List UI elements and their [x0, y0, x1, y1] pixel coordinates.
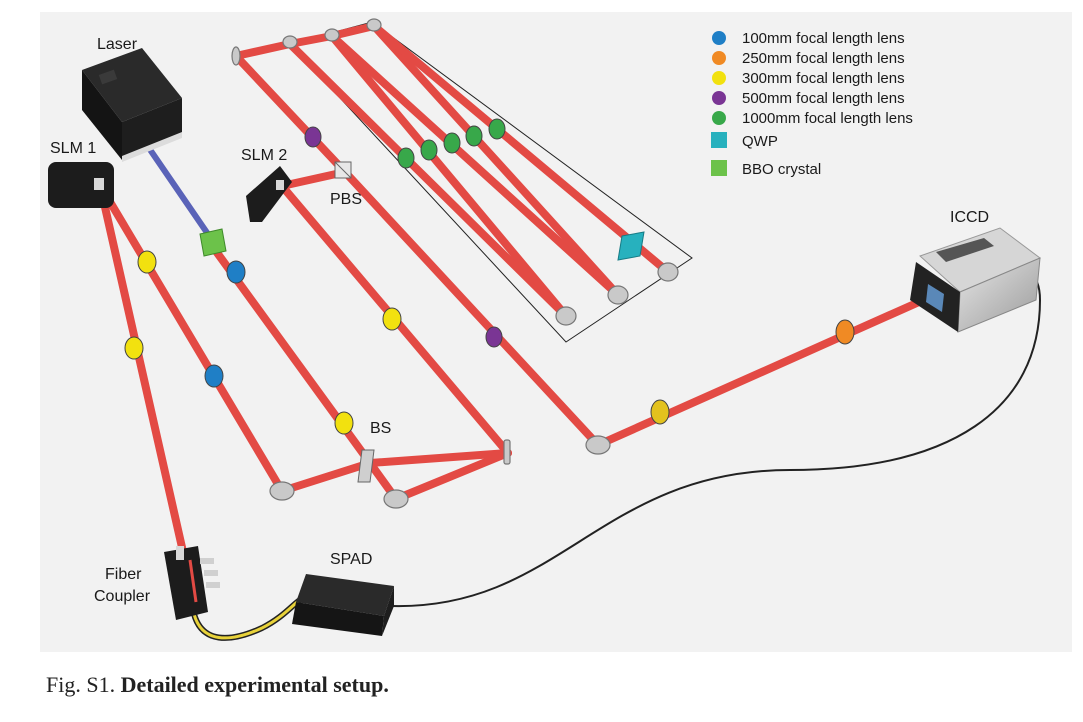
legend-swatch-1000mm [712, 111, 726, 125]
legend-swatch-300mm [712, 71, 726, 85]
bbo-crystal [199, 228, 227, 257]
mirrors [231, 18, 679, 509]
lens-300mm [650, 399, 670, 425]
pump-beam [137, 132, 215, 243]
qwp [617, 231, 645, 261]
legend-swatch-qwp [711, 132, 727, 148]
legend-swatch-100mm [712, 31, 726, 45]
iccd-cable [391, 271, 1042, 608]
legend: 100mm focal length lens 250mm focal leng… [711, 30, 913, 178]
figure-panel [40, 12, 1072, 652]
lens-500mm [304, 126, 322, 148]
lens-100mm [226, 260, 246, 284]
label-pbs: PBS [330, 191, 362, 208]
fiber-cable [189, 595, 307, 641]
lens-1000mm [420, 139, 438, 161]
lenses [124, 118, 855, 435]
lens-250mm [835, 319, 855, 345]
legend-swatch-500mm [712, 91, 726, 105]
label-iccd: ICCD [950, 209, 989, 226]
legend-swatch-250mm [712, 51, 726, 65]
lens-1000mm [443, 132, 461, 154]
legend-label-1000mm: 1000mm focal length lens [742, 110, 913, 127]
lens-300mm [124, 336, 144, 360]
iccd-device [910, 227, 1041, 333]
label-fiber-coupler-line2: Coupler [94, 588, 151, 605]
laser-device [82, 48, 182, 162]
lens-300mm [137, 250, 157, 274]
fiber-coupler-device [164, 546, 220, 620]
slm2-device [246, 166, 292, 222]
legend-label-100mm: 100mm focal length lens [742, 30, 905, 47]
legend-label-300mm: 300mm focal length lens [742, 70, 905, 87]
lens-300mm [334, 411, 354, 435]
lens-1000mm [488, 118, 506, 140]
lens-1000mm [465, 125, 483, 147]
label-bs: BS [370, 420, 391, 437]
legend-label-qwp: QWP [742, 133, 778, 150]
label-slm1: SLM 1 [50, 140, 96, 157]
label-spad: SPAD [330, 551, 372, 568]
legend-label-bbo: BBO crystal [742, 161, 821, 178]
beam-splitter [357, 449, 375, 483]
caption-prefix: Fig. S1. [46, 672, 116, 697]
slm1-device [48, 162, 114, 208]
caption-text: Detailed experimental setup. [120, 672, 389, 697]
fiber-cable-core [190, 596, 306, 640]
label-laser: Laser [97, 36, 138, 53]
lens-300mm [382, 307, 402, 331]
lens-500mm [485, 326, 503, 348]
legend-label-250mm: 250mm focal length lens [742, 50, 905, 67]
label-slm2: SLM 2 [241, 147, 287, 164]
figure-caption: Fig. S1. Detailed experimental setup. [46, 672, 389, 698]
legend-label-500mm: 500mm focal length lens [742, 90, 905, 107]
legend-swatch-bbo [711, 160, 727, 176]
spad-device [292, 574, 394, 636]
lens-100mm [204, 364, 224, 388]
lens-1000mm [397, 147, 415, 169]
label-fiber-coupler-line1: Fiber [105, 566, 142, 583]
pbs-cube [334, 161, 352, 179]
